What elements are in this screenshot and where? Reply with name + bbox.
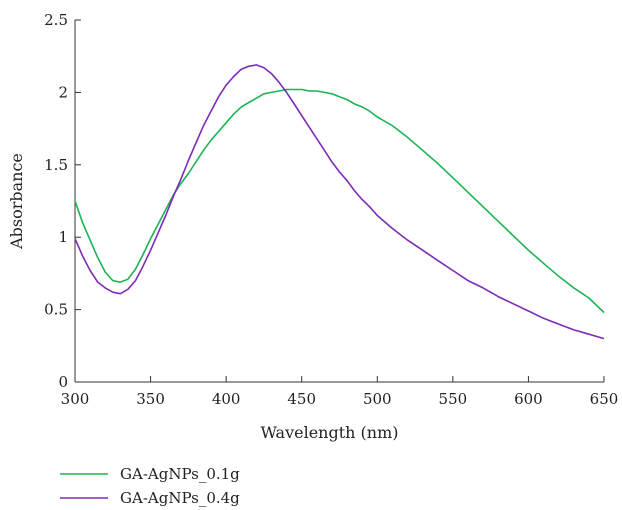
- x-tick-label: 500: [363, 390, 392, 408]
- y-tick-label: 2.5: [44, 11, 68, 29]
- legend-label-2: GA-AgNPs_0.4g: [120, 489, 240, 507]
- y-axis-ticks: 0 0.5 1 1.5 2 2.5: [44, 11, 81, 391]
- x-tick-label: 450: [287, 390, 316, 408]
- y-tick-label: 0: [58, 373, 68, 391]
- x-tick-label: 600: [514, 390, 543, 408]
- y-tick-label: 0.5: [44, 301, 68, 319]
- series-line-1: [74, 88, 605, 314]
- y-tick-label: 2: [58, 83, 68, 101]
- series-layer: [74, 64, 605, 340]
- y-axis-title: Absorbance: [7, 153, 26, 250]
- x-tick-label: 650: [590, 390, 619, 408]
- x-tick-label: 550: [439, 390, 468, 408]
- legend: GA-AgNPs_0.1g GA-AgNPs_0.4g: [60, 465, 240, 507]
- legend-label-1: GA-AgNPs_0.1g: [120, 465, 240, 483]
- y-tick-label: 1: [58, 228, 68, 246]
- series-line-2: [74, 64, 605, 340]
- x-tick-label: 400: [212, 390, 241, 408]
- x-tick-label: 300: [61, 390, 90, 408]
- x-axis-title: Wavelength (nm): [260, 423, 398, 442]
- axes: [74, 20, 604, 383]
- x-axis-ticks: 300 350 400 450 500 550 600 650: [61, 376, 619, 408]
- y-tick-label: 1.5: [44, 156, 68, 174]
- x-tick-label: 350: [136, 390, 165, 408]
